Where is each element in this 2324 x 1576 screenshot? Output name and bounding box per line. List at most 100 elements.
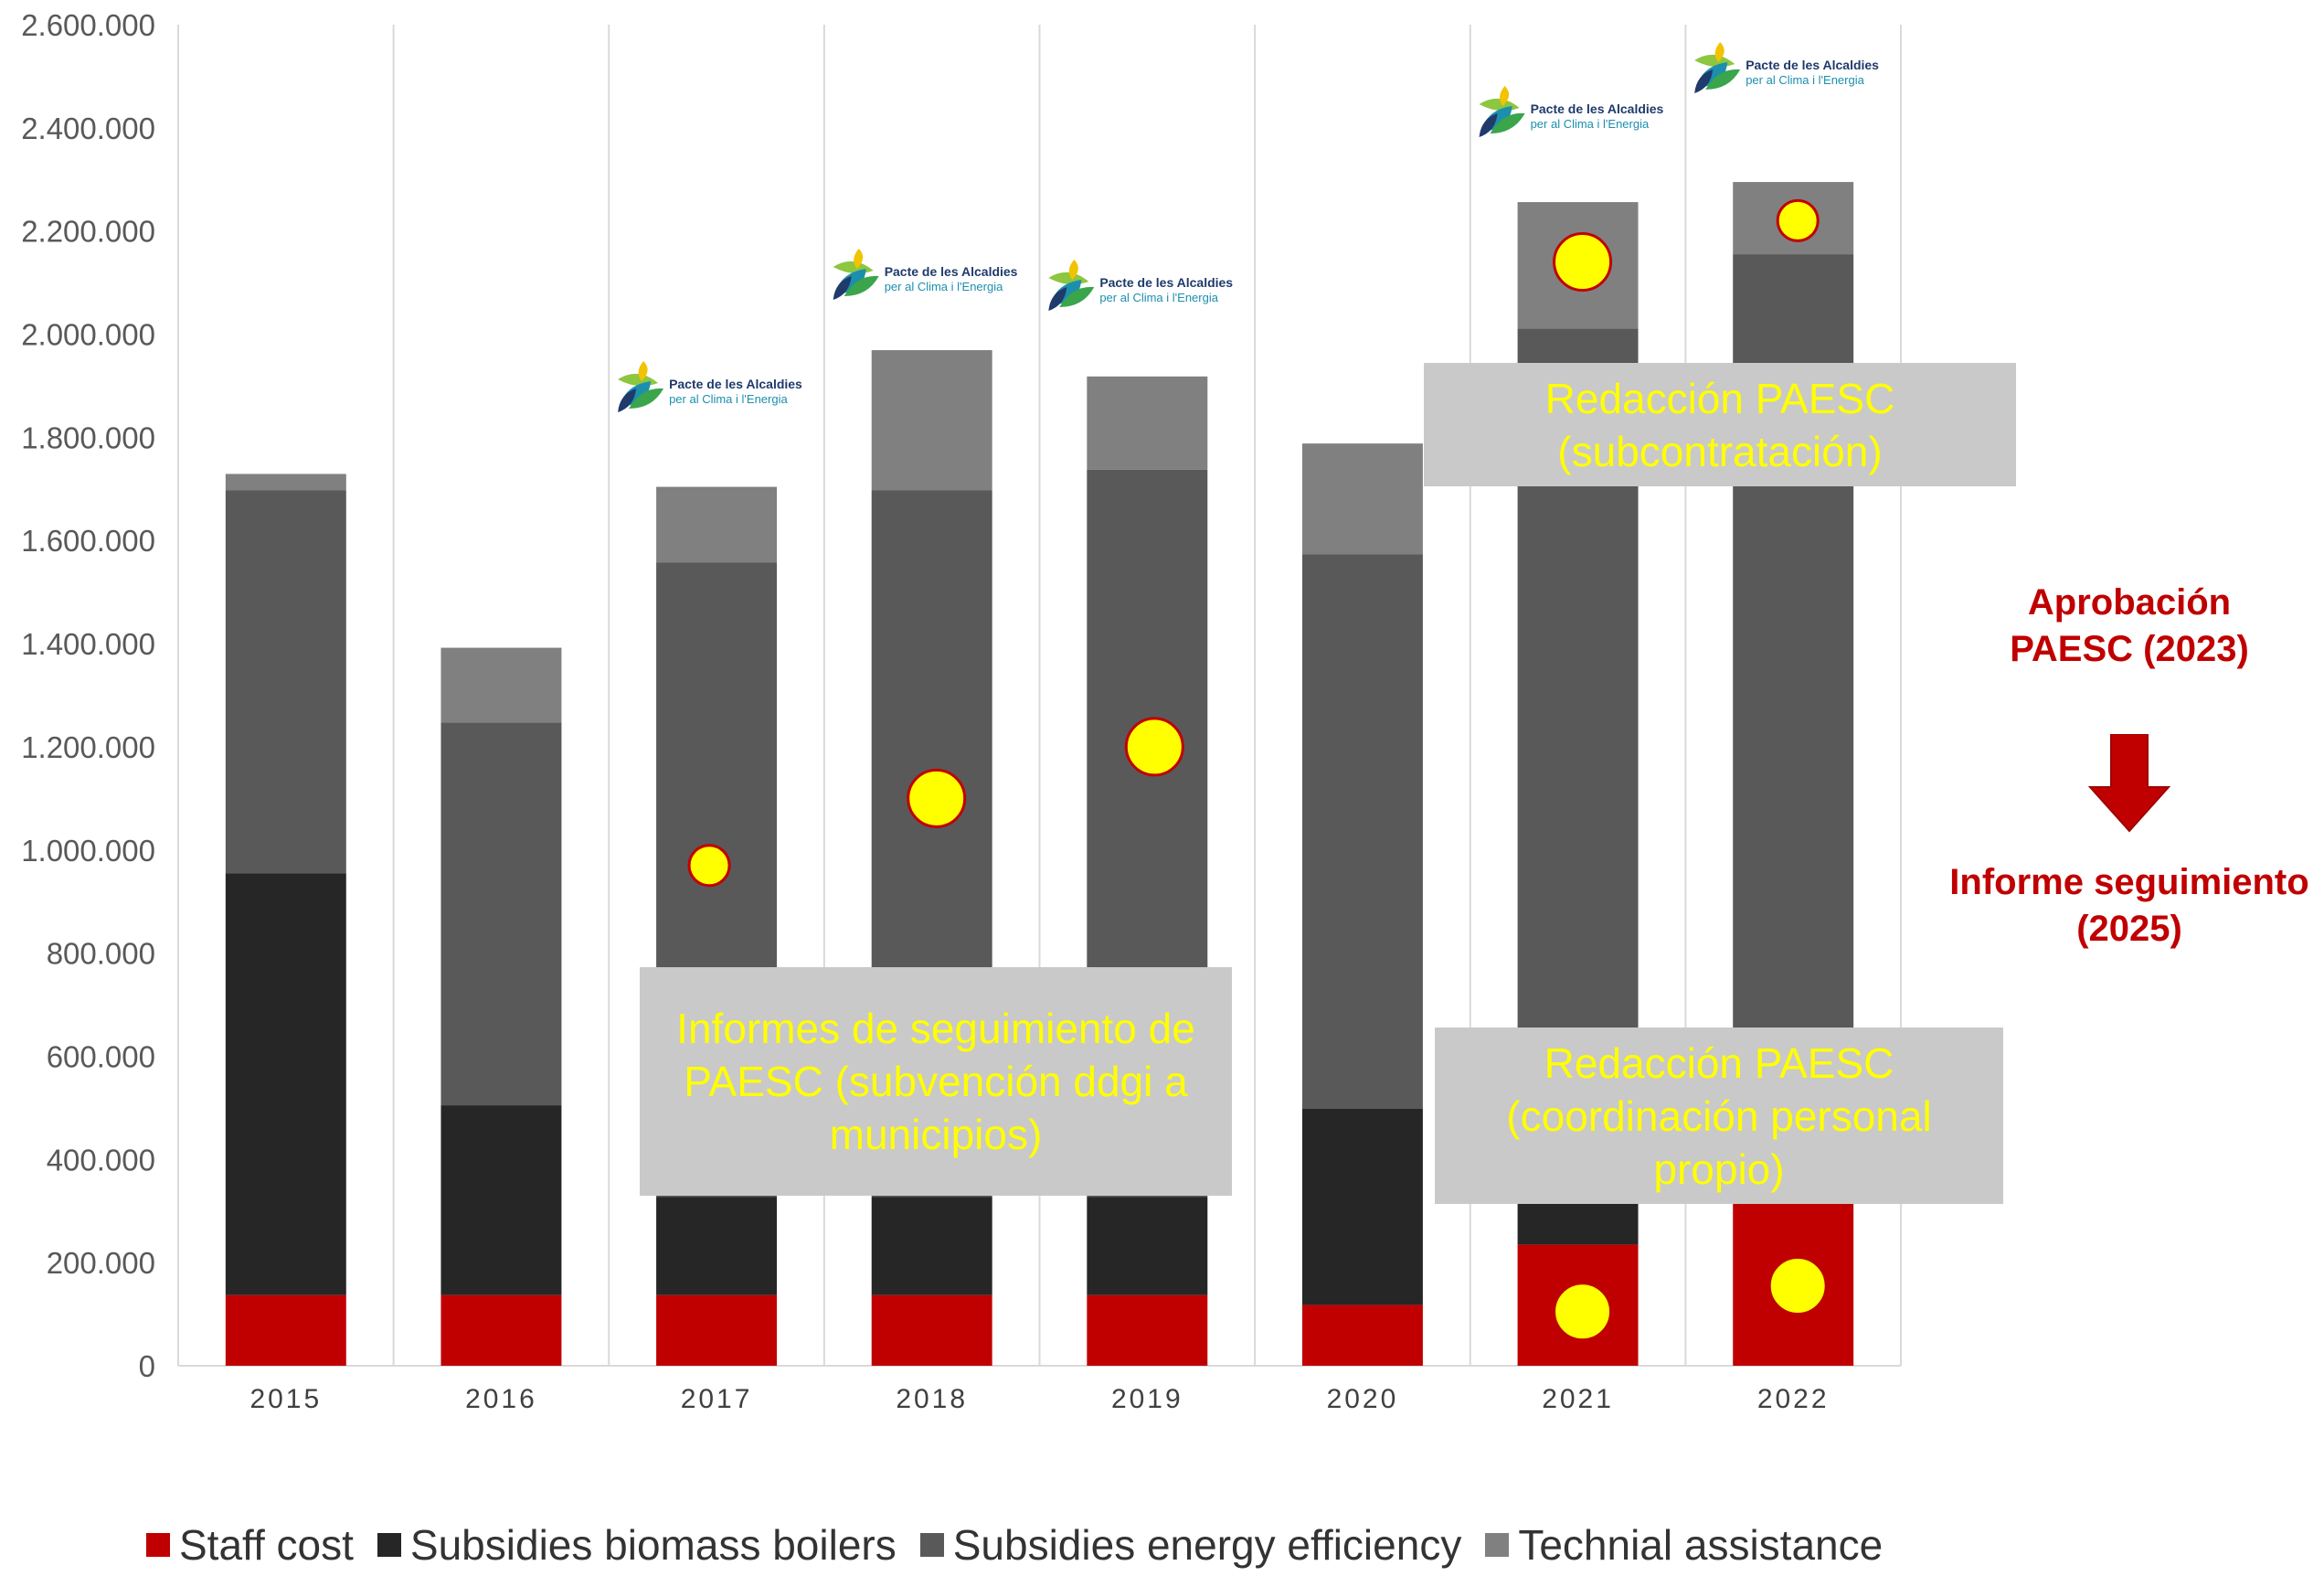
x-tick-label: 2022 [1757, 1384, 1830, 1414]
logo-leaf [1694, 54, 1735, 68]
bar-segment-technial-assistance [1087, 376, 1208, 470]
x-tick-label: 2018 [896, 1384, 968, 1414]
y-tick-label: 1.000.000 [21, 834, 155, 868]
logo-leaf [1490, 112, 1525, 133]
logo-leaf [844, 275, 879, 296]
logo-leaf [1048, 272, 1089, 285]
logo-leaf [618, 389, 637, 412]
marker-circle [1124, 717, 1184, 777]
legend-swatch-technical [1485, 1533, 1510, 1557]
note-informe: Informe seguimiento (2025) [1919, 859, 2324, 953]
logo-leaf [1048, 287, 1067, 311]
legend-label-efficiency: Subsidies energy efficiency [952, 1521, 1462, 1569]
bar-segment-subsidies-biomass-boilers [1087, 1197, 1208, 1295]
logo-leaf [1059, 286, 1095, 307]
y-tick-label: 600.000 [47, 1039, 155, 1073]
note-aprobacion-text: Aprobación PAESC (2023) [2010, 582, 2249, 669]
marker-circle [687, 844, 731, 888]
logo-leaf [833, 276, 852, 300]
note-aprobacion: Aprobación PAESC (2023) [1965, 580, 2294, 673]
legend-item-staff-cost: Staff cost [146, 1520, 354, 1570]
y-tick-label: 1.600.000 [21, 524, 155, 558]
logo-line1: Pacte de les Alcaldies [1746, 58, 1879, 72]
y-tick-label: 200.000 [47, 1246, 155, 1280]
logo-leaf [1068, 260, 1078, 280]
logo-line1: Pacte de les Alcaldies [885, 264, 1018, 279]
logo-line2: per al Clima i l'Energia [1746, 73, 1864, 87]
y-tick-label: 2.400.000 [21, 112, 155, 145]
legend-swatch-biomass [377, 1533, 401, 1557]
x-tick-label: 2019 [1111, 1384, 1183, 1414]
y-tick-label: 2.200.000 [21, 215, 155, 249]
logo-line1: Pacte de les Alcaldies [1531, 101, 1664, 116]
legend-label-staff-cost: Staff cost [179, 1521, 354, 1569]
y-tick-label: 1.200.000 [21, 730, 155, 764]
bar-segment-subsidies-biomass-boilers [1301, 1109, 1423, 1305]
logo-line2: per al Clima i l'Energia [1099, 291, 1218, 304]
bar-segment-subsidies-biomass-boilers [225, 873, 346, 1295]
x-tick-label: 2017 [681, 1384, 753, 1414]
legend-swatch-efficiency [919, 1533, 944, 1557]
y-tick-label: 1.400.000 [21, 627, 155, 661]
y-tick-label: 400.000 [47, 1143, 155, 1177]
bar-segment-staff-cost [871, 1294, 992, 1366]
logo-leaf [629, 388, 664, 409]
legend-label-technical: Technial assistance [1518, 1521, 1884, 1569]
x-tick-label: 2021 [1542, 1384, 1614, 1414]
bar-segment-subsidies-biomass-boilers [656, 1197, 778, 1295]
bar-segment-staff-cost [225, 1294, 346, 1366]
legend-item-biomass: Subsidies biomass boilers [377, 1520, 897, 1570]
marker-circle [1776, 198, 1820, 242]
bar-segment-subsidies-energy-efficiency [440, 722, 562, 1106]
note-informe-text: Informe seguimiento (2025) [1949, 862, 2309, 949]
logo-leaf [1714, 42, 1724, 62]
logo-leaf [854, 249, 864, 269]
x-tick-label: 2020 [1327, 1384, 1399, 1414]
logo-line1: Pacte de les Alcaldies [1099, 275, 1233, 290]
bar-segment-subsidies-biomass-boilers [440, 1105, 562, 1295]
y-tick-label: 1.800.000 [21, 421, 155, 454]
legend: Staff cost Subsidies biomass boilers Sub… [146, 1517, 1906, 1572]
bar-segment-staff-cost [1301, 1304, 1423, 1366]
marker-circle [1767, 1256, 1828, 1316]
logo-line1: Pacte de les Alcaldies [669, 377, 802, 391]
bar-segment-staff-cost [440, 1294, 562, 1366]
legend-item-efficiency: Subsidies energy efficiency [919, 1520, 1462, 1570]
logo-leaf [1694, 69, 1714, 93]
marker-circle [1553, 1282, 1613, 1342]
marker-circle [1553, 232, 1613, 293]
logo-leaf [1705, 69, 1741, 90]
logo-leaf [1479, 113, 1498, 137]
logo-leaf [833, 261, 874, 274]
annotation-redaccion-coord-text: Redacción PAESC (coordinación personal p… [1506, 1038, 1932, 1193]
bar-segment-technial-assistance [871, 350, 992, 491]
annotation-redaccion-sub-text: Redacción PAESC (subcontratación) [1544, 374, 1895, 475]
logo-line2: per al Clima i l'Energia [669, 392, 788, 406]
x-tick-label: 2015 [249, 1384, 322, 1414]
annotation-box-informes: Informes de seguimiento de PAESC (subven… [640, 967, 1232, 1196]
bar-segment-staff-cost [656, 1294, 778, 1366]
annotation-box-redaccion-subcontratacion: Redacción PAESC (subcontratación) [1424, 363, 2016, 486]
bar-segment-technial-assistance [656, 486, 778, 563]
bar-segment-technial-assistance [440, 647, 562, 723]
y-tick-label: 800.000 [47, 937, 155, 971]
bar-segment-subsidies-energy-efficiency [1301, 554, 1423, 1110]
bar-segment-technial-assistance [1301, 443, 1423, 555]
logo-leaf [1500, 86, 1510, 106]
bar-segment-subsidies-energy-efficiency [225, 490, 346, 874]
bar-segment-technial-assistance [225, 474, 346, 491]
logo-line2: per al Clima i l'Energia [1531, 117, 1650, 131]
bar-segment-staff-cost [1087, 1294, 1208, 1366]
down-arrow-icon [2088, 734, 2170, 833]
x-tick-label: 2016 [465, 1384, 537, 1414]
y-tick-label: 2.600.000 [21, 8, 155, 42]
legend-label-biomass: Subsidies biomass boilers [409, 1521, 897, 1569]
legend-item-technical: Technial assistance [1485, 1520, 1883, 1570]
y-tick-label: 0 [139, 1349, 155, 1383]
logo-leaf [1479, 98, 1520, 112]
